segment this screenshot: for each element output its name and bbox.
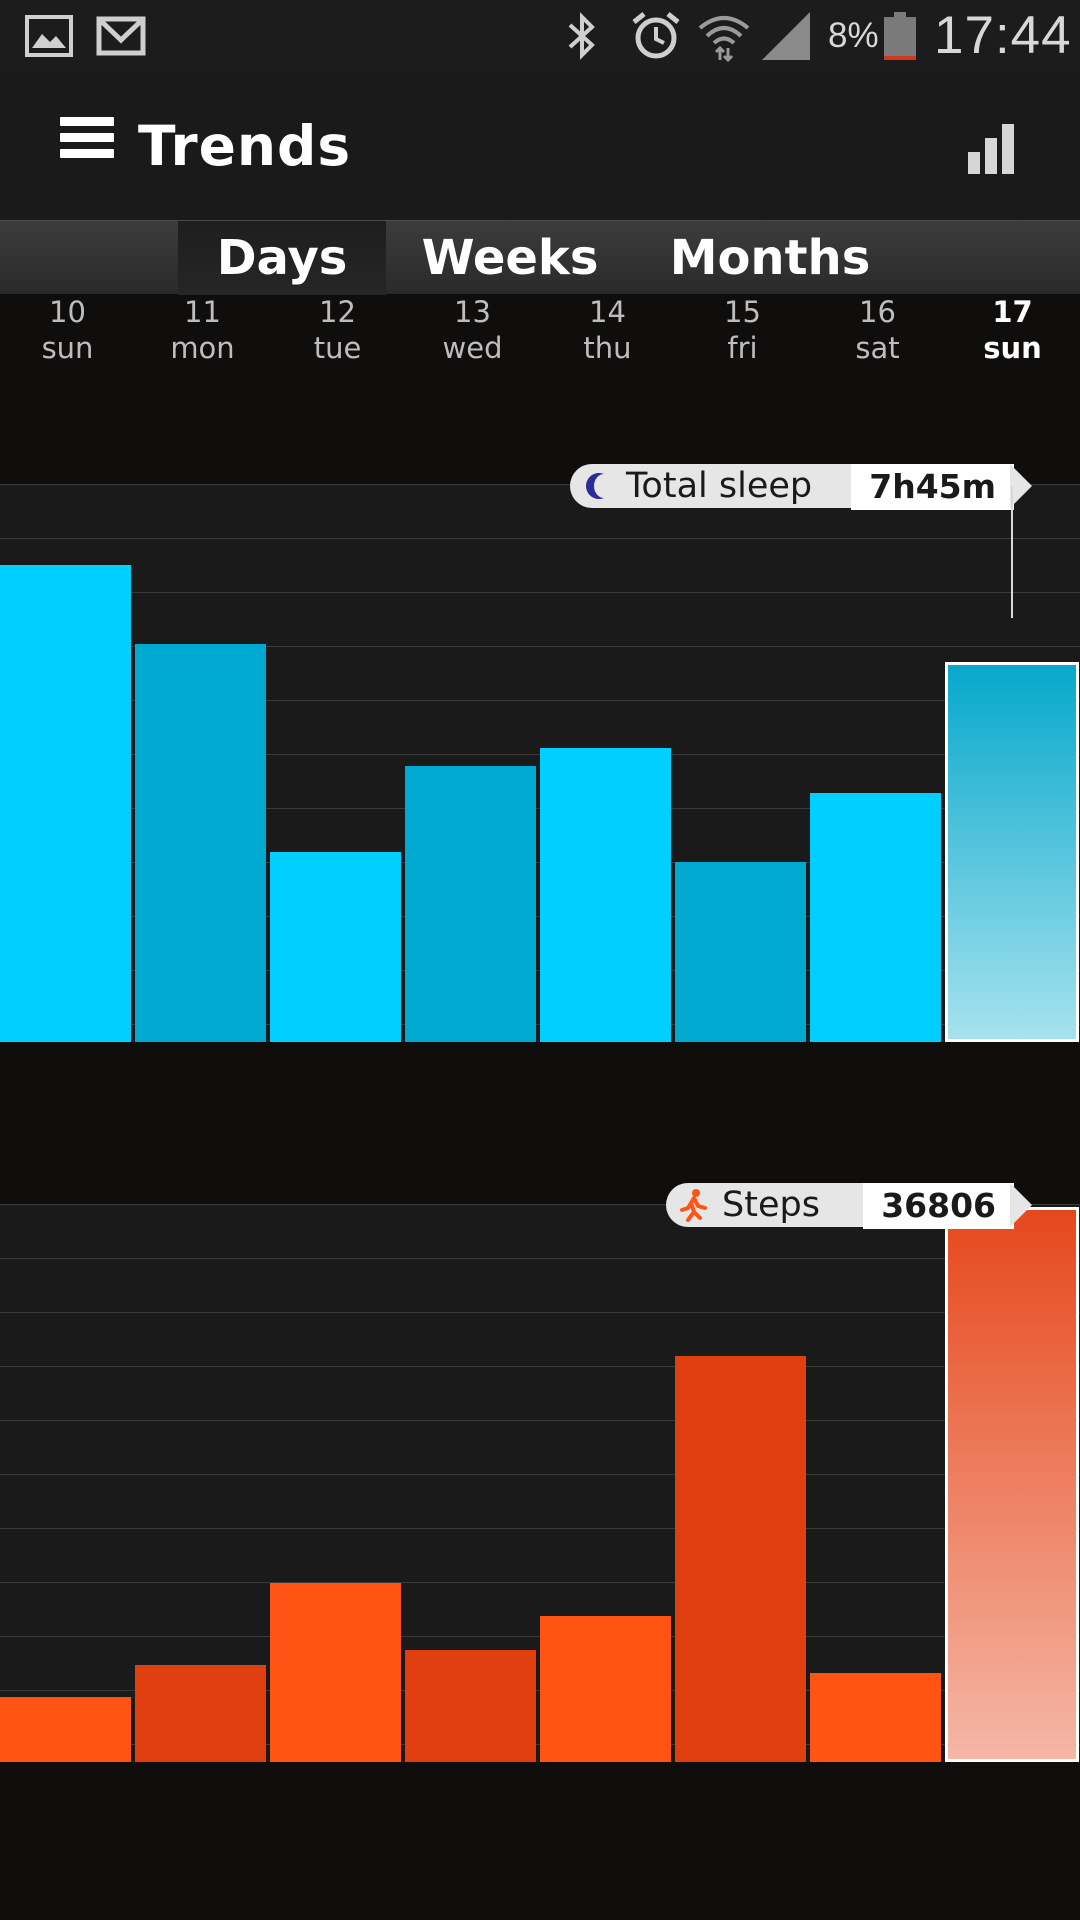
day-number: 15 <box>724 295 761 329</box>
alarm-icon <box>628 0 684 72</box>
gridline <box>0 484 1080 485</box>
bluetooth-icon <box>562 0 602 72</box>
sleep-bar-12-tue[interactable] <box>270 852 401 1042</box>
gridline <box>0 1312 1080 1313</box>
day-14[interactable]: 14 thu <box>540 294 675 366</box>
day-name: mon <box>170 331 235 365</box>
day-name: sat <box>855 331 900 365</box>
day-15[interactable]: 15 fri <box>675 294 810 366</box>
steps-bar-15-fri[interactable] <box>675 1356 806 1762</box>
day-name: thu <box>583 331 632 365</box>
steps-bar-17-sun[interactable] <box>945 1207 1079 1762</box>
steps-bar-16-sat[interactable] <box>810 1673 941 1762</box>
gallery-icon <box>24 0 74 72</box>
tab-weeks[interactable]: Weeks <box>421 230 599 286</box>
day-name: fri <box>727 331 758 365</box>
day-number: 10 <box>49 295 86 329</box>
gridline <box>0 1582 1080 1583</box>
sleep-bar-16-sat[interactable] <box>810 793 941 1042</box>
day-16[interactable]: 16 sat <box>810 294 945 366</box>
day-number: 17 <box>992 295 1033 329</box>
gridline <box>0 1204 1080 1205</box>
period-tabs: Days Weeks Months <box>0 220 1080 295</box>
steps-callout-value: 36806 <box>863 1183 1014 1229</box>
runner-icon <box>678 1188 708 1222</box>
app-bar: Trends <box>0 72 1080 220</box>
sleep-callout-label: Total sleep <box>626 466 813 506</box>
battery-percent: 8% <box>828 16 879 55</box>
day-17[interactable]: 17 sun <box>945 294 1080 366</box>
sleep-callout-pointer <box>1011 486 1013 618</box>
moon-icon <box>584 471 612 501</box>
day-10[interactable]: 10 sun <box>0 294 135 366</box>
tab-months[interactable]: Months <box>669 230 871 286</box>
gridline <box>0 538 1080 539</box>
steps-callout-label: Steps <box>722 1185 820 1225</box>
steps-chart <box>0 1204 1080 1762</box>
gridline <box>0 1366 1080 1367</box>
gridline <box>0 1474 1080 1475</box>
sleep-callout-value: 7h45m <box>851 464 1014 510</box>
day-12[interactable]: 12 tue <box>270 294 405 366</box>
steps-bar-14-thu[interactable] <box>540 1616 671 1762</box>
gridline <box>0 592 1080 593</box>
tab-days[interactable]: Days <box>178 221 386 295</box>
sleep-bar-17-sun[interactable] <box>945 662 1079 1042</box>
day-name: sun <box>983 331 1042 365</box>
signal-icon <box>760 0 812 72</box>
day-number: 16 <box>859 295 896 329</box>
day-selector: 10 sun 11 mon 12 tue 13 wed 14 thu 15 fri 16 sa… <box>0 294 1080 374</box>
sleep-bar-14-thu[interactable] <box>540 748 671 1042</box>
steps-bar-10-sun[interactable] <box>0 1697 131 1762</box>
sleep-chart <box>0 484 1080 1042</box>
day-number: 14 <box>589 295 626 329</box>
gridline <box>0 646 1080 647</box>
battery-icon <box>882 0 918 72</box>
menu-icon[interactable] <box>60 117 114 163</box>
sleep-bar-11-mon[interactable] <box>135 644 266 1042</box>
gridline <box>0 1528 1080 1529</box>
day-name: tue <box>313 331 362 365</box>
gridline <box>0 700 1080 701</box>
sleep-callout: Total sleep 7h45m <box>570 464 1032 510</box>
steps-bar-12-tue[interactable] <box>270 1583 401 1762</box>
sleep-bar-15-fri[interactable] <box>675 862 806 1042</box>
bar-chart-icon[interactable] <box>968 122 1016 174</box>
day-13[interactable]: 13 wed <box>405 294 540 366</box>
day-name: wed <box>442 331 503 365</box>
status-bar: 8% 17:44 <box>0 0 1080 72</box>
sleep-bar-10-sun[interactable] <box>0 565 131 1042</box>
day-number: 12 <box>319 295 356 329</box>
page-title: Trends <box>138 114 352 178</box>
day-number: 11 <box>184 295 221 329</box>
steps-bar-11-mon[interactable] <box>135 1665 266 1762</box>
day-11[interactable]: 11 mon <box>135 294 270 366</box>
steps-bar-13-wed[interactable] <box>405 1650 536 1762</box>
gridline <box>0 1420 1080 1421</box>
clock: 17:44 <box>934 6 1072 65</box>
day-name: sun <box>41 331 94 365</box>
steps-callout: Steps 36806 <box>666 1183 1032 1229</box>
day-number: 13 <box>454 295 491 329</box>
sleep-bar-13-wed[interactable] <box>405 766 536 1042</box>
gmail-icon <box>96 0 146 72</box>
gridline <box>0 1258 1080 1259</box>
wifi-icon <box>696 0 752 72</box>
